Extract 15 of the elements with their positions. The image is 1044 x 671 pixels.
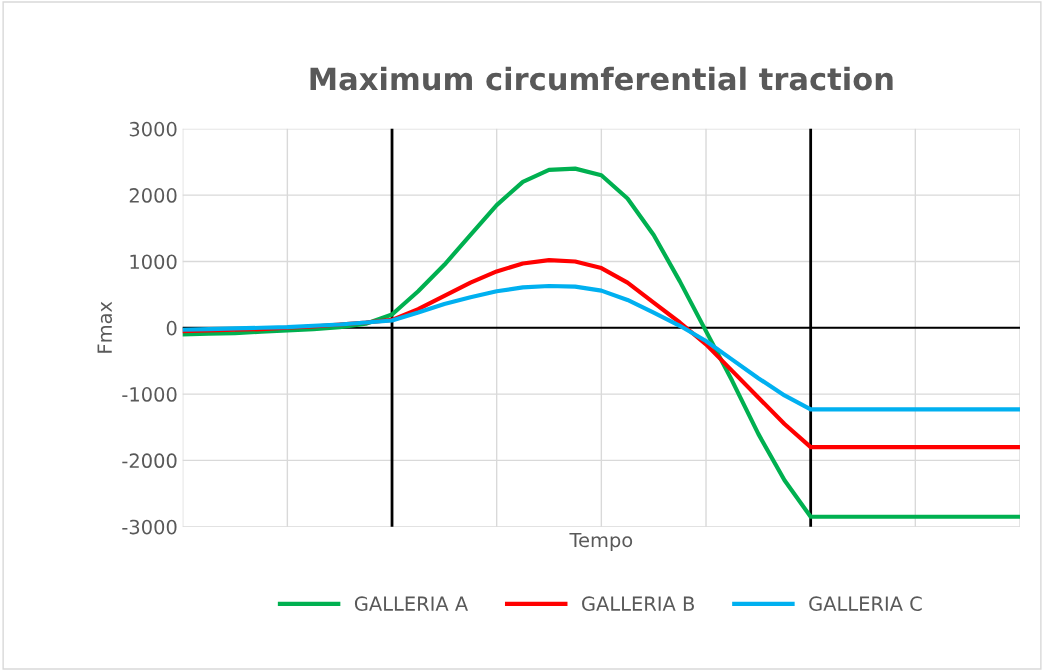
y-tick-label: -1000 <box>122 387 177 402</box>
line-series <box>182 166 1020 519</box>
chart-title: Maximum circumferential traction <box>310 66 893 91</box>
y-tick-label: 3000 <box>129 121 177 137</box>
legend-label: GALLERIA B <box>582 596 694 612</box>
x-axis-title: Tempo <box>569 532 633 552</box>
y-tick-label: 1000 <box>130 254 177 270</box>
legend-label: GALLERIA A <box>354 596 469 612</box>
legend-label: GALLERIA C <box>809 596 922 612</box>
y-tick-label: -3000 <box>122 519 177 535</box>
y-axis-title: Fmax <box>97 301 113 353</box>
line-series <box>182 283 1020 412</box>
y-tick-label: 2000 <box>129 188 177 203</box>
y-tick-label: -2000 <box>122 453 177 469</box>
y-tick-label: 0 <box>166 320 177 336</box>
